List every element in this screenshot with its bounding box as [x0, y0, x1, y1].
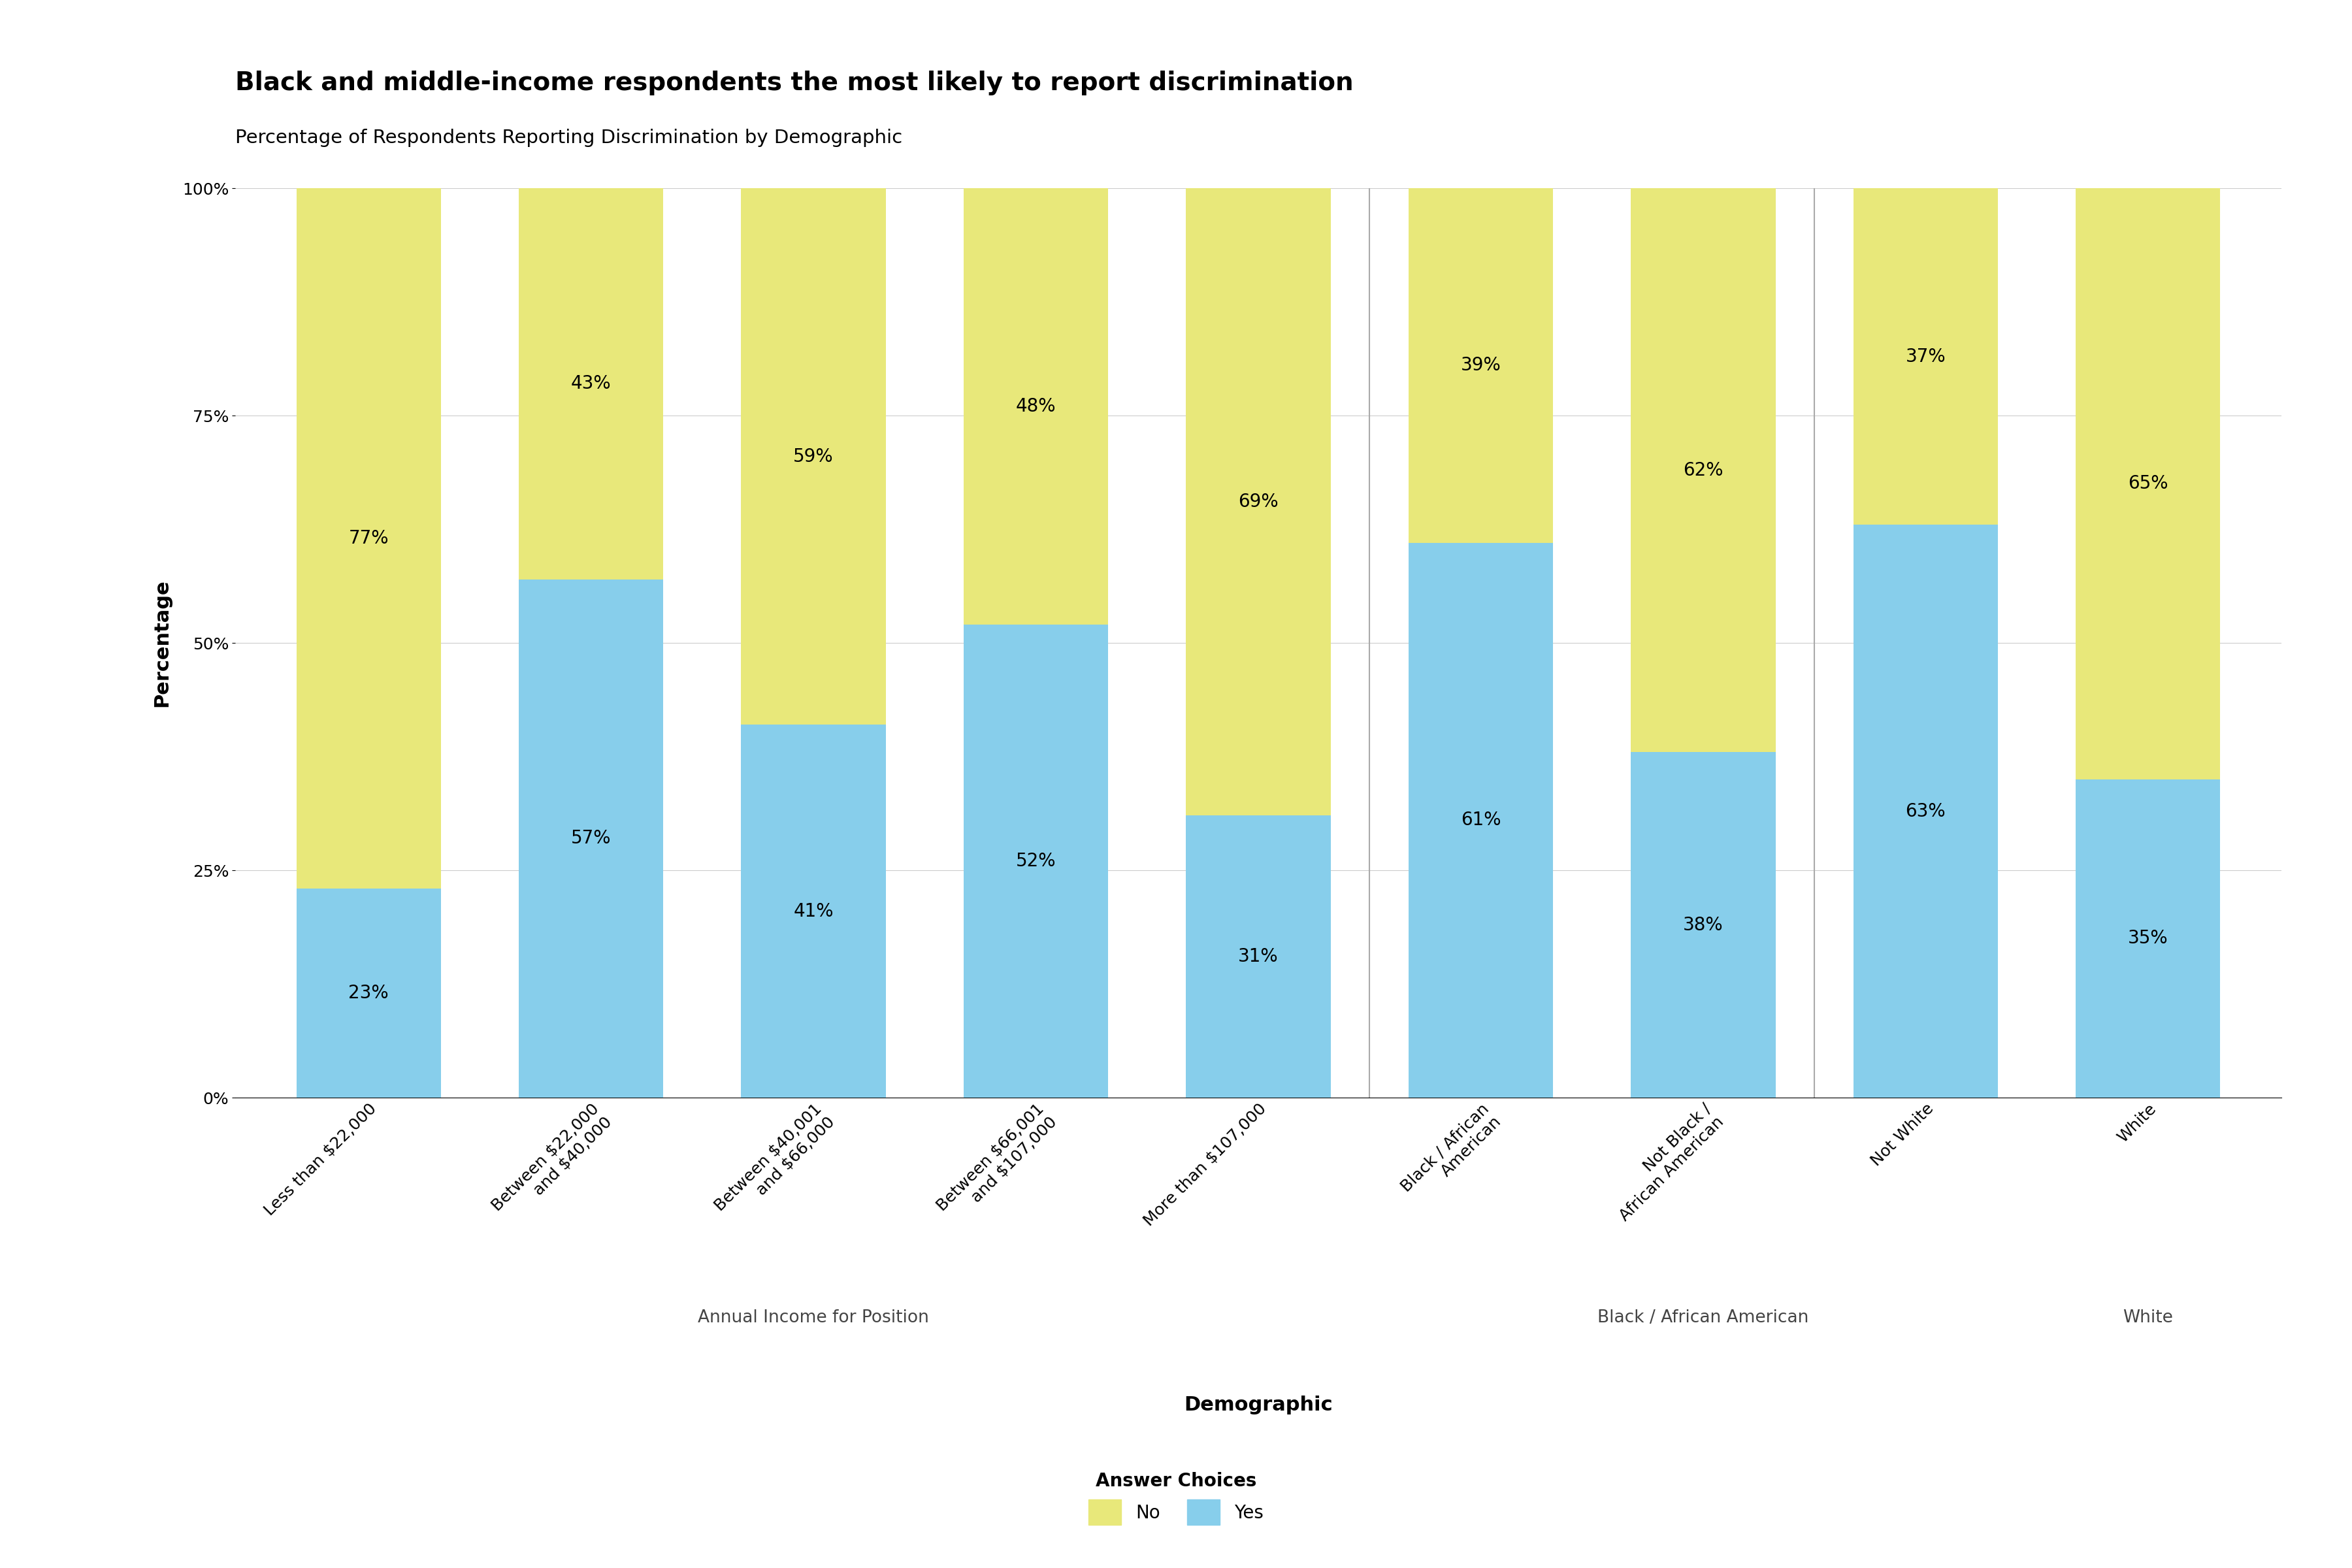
Text: 23%: 23%	[348, 983, 388, 1002]
Bar	[296, 889, 440, 1098]
Text: Black / African American: Black / African American	[1597, 1309, 1809, 1327]
Text: White: White	[2124, 1309, 2173, 1327]
Bar	[1185, 188, 1331, 815]
Text: Annual Income for Position: Annual Income for Position	[699, 1309, 929, 1327]
Text: 63%: 63%	[1905, 801, 1945, 820]
Bar	[964, 188, 1108, 624]
Bar	[1853, 525, 1997, 1098]
Bar	[741, 724, 887, 1098]
Text: Black and middle-income respondents the most likely to report discrimination: Black and middle-income respondents the …	[235, 71, 1352, 96]
Text: 39%: 39%	[1461, 356, 1501, 375]
Text: 57%: 57%	[572, 829, 612, 848]
Bar	[1409, 543, 1552, 1098]
Text: 62%: 62%	[1684, 461, 1724, 480]
Text: 77%: 77%	[348, 528, 388, 547]
Text: 61%: 61%	[1461, 811, 1501, 829]
Text: 48%: 48%	[1016, 397, 1056, 416]
Text: 35%: 35%	[2129, 930, 2169, 947]
Bar	[1853, 188, 1997, 525]
Text: 38%: 38%	[1684, 916, 1724, 935]
Text: Demographic: Demographic	[1183, 1396, 1334, 1414]
Text: 31%: 31%	[1237, 947, 1279, 966]
Bar	[2077, 188, 2220, 779]
Text: 52%: 52%	[1016, 851, 1056, 870]
Bar	[520, 188, 663, 579]
Text: Percentage of Respondents Reporting Discrimination by Demographic: Percentage of Respondents Reporting Disc…	[235, 129, 903, 147]
Text: 69%: 69%	[1237, 492, 1279, 511]
Bar	[741, 188, 887, 724]
Text: 43%: 43%	[572, 375, 612, 394]
Text: 41%: 41%	[793, 902, 833, 920]
Text: 37%: 37%	[1905, 347, 1945, 365]
Y-axis label: Percentage: Percentage	[153, 579, 172, 707]
Bar	[1630, 188, 1776, 753]
Bar	[2077, 779, 2220, 1098]
Legend: No, Yes: No, Yes	[1070, 1454, 1282, 1543]
Text: 65%: 65%	[2129, 475, 2169, 492]
Bar	[964, 624, 1108, 1098]
Bar	[1185, 815, 1331, 1098]
Bar	[1409, 188, 1552, 543]
Bar	[520, 579, 663, 1098]
Bar	[1630, 753, 1776, 1098]
Text: 59%: 59%	[793, 447, 833, 466]
Bar	[296, 188, 440, 889]
